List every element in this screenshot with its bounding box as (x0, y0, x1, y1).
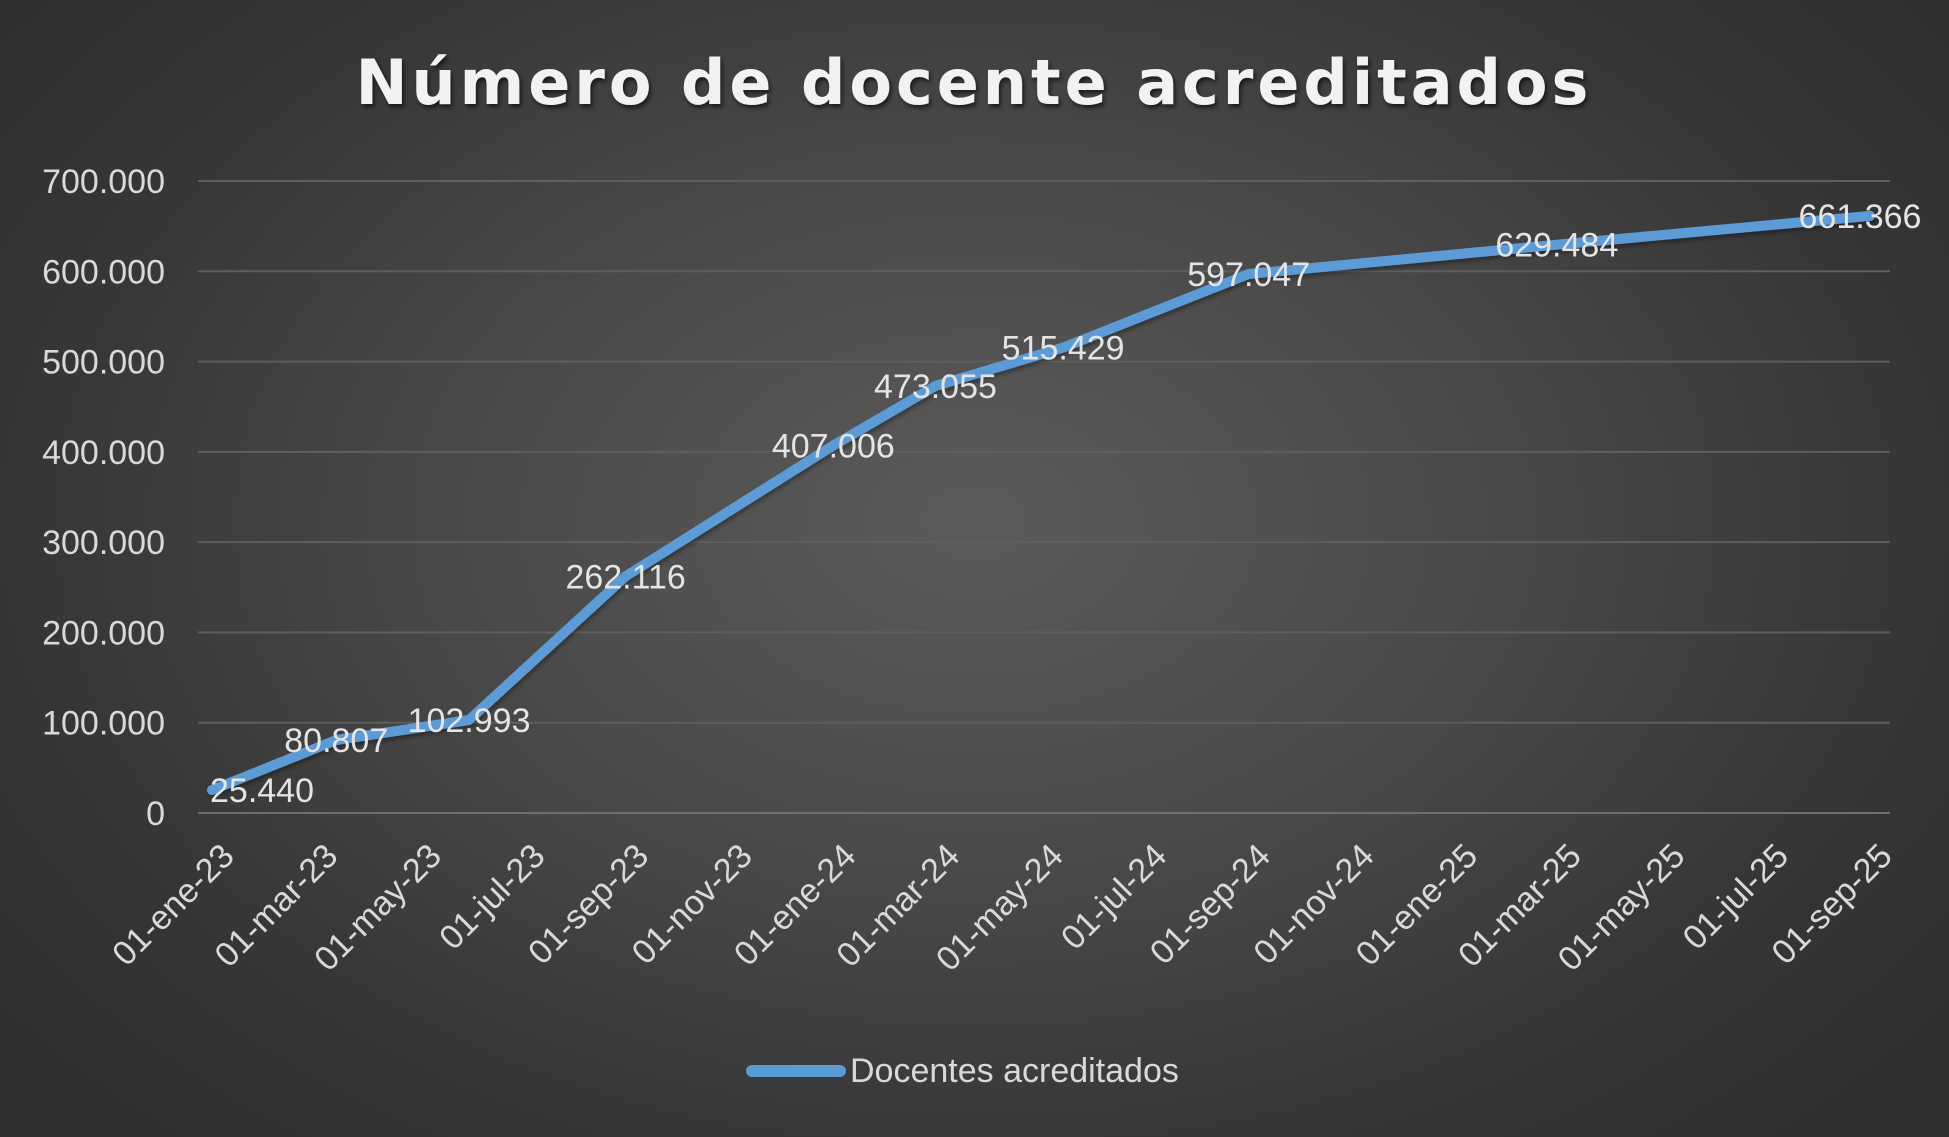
data-point (331, 735, 342, 746)
data-label: 25.440 (210, 772, 314, 810)
y-tick-label: 500.000 (42, 344, 165, 382)
series-docentes-acreditados (207, 210, 1875, 796)
y-tick-label: 400.000 (42, 434, 165, 472)
data-point (620, 571, 631, 582)
y-tick-label: 700.000 (42, 163, 165, 201)
data-label: 597.047 (1187, 256, 1310, 294)
data-label: 661.366 (1799, 198, 1922, 236)
data-label: 515.429 (1002, 330, 1125, 368)
data-label: 262.116 (565, 558, 685, 596)
legend: Docentes acreditados (746, 1052, 1179, 1090)
y-tick-label: 600.000 (42, 253, 165, 291)
chart-title: Número de docente acreditados (356, 46, 1593, 119)
data-point (207, 785, 217, 796)
data-labels: 25.440 80.807 102.993 262.116 407.006 473.055… (210, 198, 1921, 810)
data-point (1551, 239, 1562, 250)
data-label: 629.484 (1495, 227, 1618, 265)
y-tick-label: 200.000 (42, 614, 165, 652)
data-label: 407.006 (772, 428, 895, 466)
series-line (207, 210, 1875, 795)
y-tick-label: 300.000 (42, 524, 165, 562)
y-tick-label: 100.000 (42, 705, 165, 743)
legend-label: Docentes acreditados (850, 1052, 1179, 1090)
data-point (1865, 210, 1875, 221)
y-axis-tick-labels: 0 100.000 200.000 300.000 400.000 500.000 600.… (42, 163, 165, 833)
gridlines (198, 180, 1890, 814)
data-point (464, 715, 475, 726)
data-label: 80.807 (284, 722, 388, 760)
data-point (930, 380, 941, 391)
y-tick-label: 0 (146, 795, 165, 833)
x-axis-tick-labels: 01-ene-2301-mar-2301-may-2301-jul-2301-s… (105, 837, 1899, 979)
data-point (1058, 342, 1069, 353)
data-point (828, 440, 839, 451)
data-label: 102.993 (408, 702, 531, 740)
data-label: 473.055 (874, 368, 997, 406)
data-point (1243, 268, 1254, 279)
